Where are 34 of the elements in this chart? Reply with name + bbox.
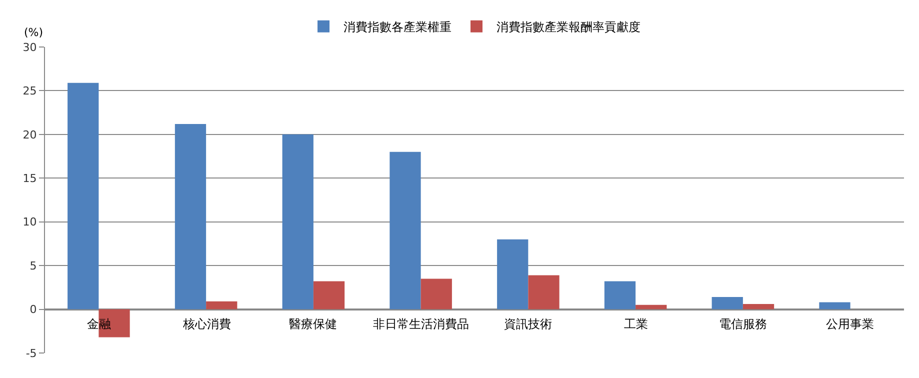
y-tick-label: 25 bbox=[22, 84, 37, 98]
bar bbox=[420, 278, 452, 310]
bar bbox=[313, 281, 345, 310]
x-tick-label: 核心消費 bbox=[182, 317, 231, 331]
y-tick-label: 10 bbox=[22, 216, 37, 229]
y-axis-title: (%) bbox=[24, 26, 44, 39]
bar bbox=[390, 152, 421, 310]
bar bbox=[712, 297, 743, 310]
y-tick-label: 30 bbox=[22, 40, 37, 54]
bar bbox=[98, 309, 130, 338]
y-tick-label: 20 bbox=[22, 128, 37, 142]
bar bbox=[174, 124, 206, 310]
x-tick-label: 非日常生活消費品 bbox=[373, 317, 469, 331]
bar bbox=[528, 275, 560, 310]
x-tick-label: 金融 bbox=[87, 317, 111, 331]
y-tick-label: 5 bbox=[30, 259, 37, 272]
bar bbox=[742, 304, 774, 310]
legend-label: 消費指數產業報酬率貢獻度 bbox=[496, 20, 640, 34]
bar bbox=[819, 302, 850, 310]
bar bbox=[206, 301, 238, 310]
bar bbox=[497, 239, 528, 310]
bar bbox=[604, 281, 636, 310]
bar bbox=[282, 134, 314, 310]
bar bbox=[636, 304, 667, 310]
x-tick-label: 電信服務 bbox=[719, 317, 767, 331]
y-tick-label: -5 bbox=[26, 346, 37, 360]
legend-label: 消費指數各產業權重 bbox=[344, 20, 452, 34]
x-tick-label: 資訊技術 bbox=[504, 317, 552, 331]
x-tick-label: 公用事業 bbox=[826, 317, 874, 331]
x-tick-label: 工業 bbox=[624, 317, 648, 331]
bar bbox=[68, 82, 99, 310]
y-tick-label: 15 bbox=[22, 172, 37, 185]
y-tick-label: 0 bbox=[30, 303, 37, 316]
x-tick-label: 醫療保健 bbox=[289, 317, 337, 331]
